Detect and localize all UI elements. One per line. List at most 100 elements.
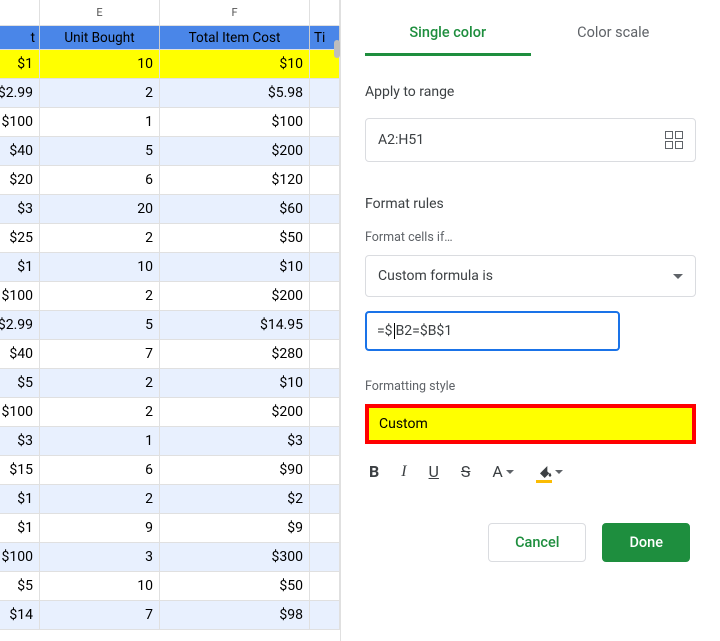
cell[interactable]: $9 — [160, 514, 310, 543]
cell[interactable] — [310, 108, 340, 137]
italic-button[interactable]: I — [401, 463, 406, 481]
cell[interactable]: $10 — [160, 369, 310, 398]
cell[interactable]: $5 — [0, 369, 40, 398]
tab-color-scale[interactable]: Color scale — [531, 12, 697, 56]
cell[interactable]: $40 — [0, 137, 40, 166]
cell[interactable]: 6 — [40, 166, 160, 195]
cell[interactable] — [310, 398, 340, 427]
select-range-icon[interactable] — [665, 131, 683, 149]
cell[interactable]: $98 — [160, 601, 310, 630]
cell[interactable]: $5.98 — [160, 79, 310, 108]
cell[interactable] — [310, 572, 340, 601]
cell[interactable]: $3 — [0, 427, 40, 456]
cell[interactable]: $120 — [160, 166, 310, 195]
cell[interactable] — [310, 601, 340, 630]
cell[interactable]: 5 — [40, 311, 160, 340]
header-cell[interactable]: Total Item Cost — [160, 26, 310, 50]
cell[interactable]: 2 — [40, 79, 160, 108]
cell[interactable]: 2 — [40, 398, 160, 427]
strikethrough-button[interactable]: S — [461, 462, 471, 481]
cell[interactable]: $10 — [160, 253, 310, 282]
bold-button[interactable]: B — [369, 462, 379, 481]
cell[interactable]: $3 — [0, 195, 40, 224]
cell[interactable]: $280 — [160, 340, 310, 369]
cell[interactable]: $14 — [0, 601, 40, 630]
cell[interactable]: 10 — [40, 572, 160, 601]
cell[interactable]: $100 — [0, 543, 40, 572]
condition-dropdown[interactable]: Custom formula is — [365, 255, 696, 297]
tab-single-color[interactable]: Single color — [365, 12, 531, 56]
cell[interactable]: $1 — [0, 253, 40, 282]
range-input[interactable]: A2:H51 — [365, 118, 696, 162]
cell[interactable]: $200 — [160, 137, 310, 166]
cell[interactable]: $2 — [160, 485, 310, 514]
cell[interactable] — [310, 311, 340, 340]
cell[interactable]: 6 — [40, 456, 160, 485]
cell[interactable]: $15 — [0, 456, 40, 485]
col-header-e[interactable]: E — [40, 0, 160, 25]
col-header-g[interactable] — [310, 0, 340, 25]
cell[interactable] — [310, 369, 340, 398]
cell[interactable]: 20 — [40, 195, 160, 224]
cell[interactable]: $1 — [0, 514, 40, 543]
cell[interactable]: $100 — [160, 108, 310, 137]
cell[interactable]: 3 — [40, 543, 160, 572]
cell[interactable]: 2 — [40, 282, 160, 311]
fill-color-button[interactable] — [536, 464, 563, 480]
cell[interactable] — [310, 340, 340, 369]
cell[interactable]: $2.99 — [0, 311, 40, 340]
cell[interactable]: $100 — [0, 282, 40, 311]
cell[interactable]: 10 — [40, 253, 160, 282]
cell[interactable] — [310, 282, 340, 311]
cell[interactable]: $14.95 — [160, 311, 310, 340]
done-button[interactable]: Done — [602, 523, 690, 562]
cell[interactable] — [310, 456, 340, 485]
header-cell[interactable]: Unit Bought — [40, 26, 160, 50]
cell[interactable]: $300 — [160, 543, 310, 572]
cell[interactable] — [310, 79, 340, 108]
cell[interactable]: $60 — [160, 195, 310, 224]
cell[interactable]: 1 — [40, 108, 160, 137]
cell[interactable]: 2 — [40, 485, 160, 514]
formula-input[interactable]: =$B2=$B$1 — [365, 311, 620, 351]
cell[interactable]: $50 — [160, 572, 310, 601]
cell[interactable]: $25 — [0, 224, 40, 253]
cell[interactable]: 2 — [40, 369, 160, 398]
cell[interactable] — [310, 427, 340, 456]
cell[interactable]: $40 — [0, 340, 40, 369]
cell[interactable] — [310, 514, 340, 543]
style-preview[interactable]: Custom — [365, 404, 696, 444]
cell[interactable]: $1 — [0, 50, 40, 79]
cell[interactable]: 10 — [40, 50, 160, 79]
cell[interactable]: 5 — [40, 137, 160, 166]
cell[interactable]: 2 — [40, 224, 160, 253]
cell[interactable] — [310, 224, 340, 253]
cell[interactable]: $90 — [160, 456, 310, 485]
cell[interactable] — [310, 137, 340, 166]
cell[interactable]: 7 — [40, 601, 160, 630]
cell[interactable]: $50 — [160, 224, 310, 253]
cell[interactable] — [310, 485, 340, 514]
cell[interactable] — [310, 253, 340, 282]
col-header-d[interactable] — [0, 0, 40, 25]
cell[interactable]: $3 — [160, 427, 310, 456]
cell[interactable]: $100 — [0, 108, 40, 137]
cell[interactable]: $2.99 — [0, 79, 40, 108]
cell[interactable]: $10 — [160, 50, 310, 79]
cell[interactable]: $1 — [0, 485, 40, 514]
cell[interactable] — [310, 195, 340, 224]
cell[interactable]: $5 — [0, 572, 40, 601]
cancel-button[interactable]: Cancel — [488, 523, 586, 562]
cell[interactable]: 9 — [40, 514, 160, 543]
cell[interactable]: $100 — [0, 398, 40, 427]
cell[interactable]: 1 — [40, 427, 160, 456]
cell[interactable]: 7 — [40, 340, 160, 369]
underline-button[interactable]: U — [429, 462, 439, 481]
header-cell[interactable]: t — [0, 26, 40, 50]
cell[interactable]: $200 — [160, 282, 310, 311]
text-color-button[interactable]: A — [492, 462, 513, 481]
cell[interactable]: $20 — [0, 166, 40, 195]
cell[interactable] — [310, 543, 340, 572]
col-header-f[interactable]: F — [160, 0, 310, 25]
cell[interactable] — [310, 166, 340, 195]
